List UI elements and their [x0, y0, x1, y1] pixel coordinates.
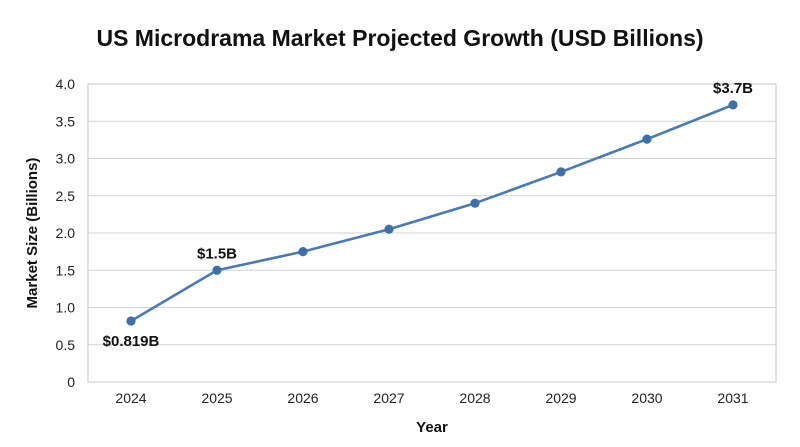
data-point [212, 265, 222, 275]
chart-title: US Microdrama Market Projected Growth (U… [96, 25, 703, 51]
data-point [298, 247, 308, 257]
x-tick-label: 2028 [459, 390, 490, 406]
data-point [728, 100, 738, 110]
series [126, 100, 738, 326]
x-tick-label: 2027 [373, 390, 404, 406]
y-tick-label: 2.5 [56, 188, 76, 204]
data-point [126, 316, 136, 326]
y-tick-label: 1.5 [56, 262, 76, 278]
x-tick-label: 2030 [631, 390, 662, 406]
x-tick-label: 2026 [287, 390, 318, 406]
y-tick-label: 3.0 [56, 151, 76, 167]
data-label: $1.5B [197, 245, 237, 262]
data-point [556, 167, 566, 177]
x-tick-label: 2029 [545, 390, 576, 406]
y-tick-label: 1.0 [56, 300, 76, 316]
series-line [130, 103, 734, 323]
data-label: $3.7B [713, 80, 753, 97]
x-axis-title: Year [416, 419, 448, 436]
gridlines [88, 120, 776, 346]
y-tick-label: 4.0 [56, 76, 76, 92]
data-labels: $0.819B $1.5B $3.7B [103, 80, 754, 350]
x-tick-label: 2024 [115, 390, 146, 406]
y-axis-ticks: 0 0.5 1.0 1.5 2.0 2.5 3.0 3.5 4.0 [56, 76, 76, 390]
y-tick-label: 3.5 [56, 113, 76, 129]
y-tick-label: 0.5 [56, 337, 76, 353]
y-axis-title: Market Size (Billions) [24, 158, 41, 309]
data-point [384, 224, 394, 234]
x-tick-label: 2031 [717, 390, 748, 406]
data-label: $0.819B [103, 333, 160, 350]
plot-frame [87, 83, 777, 383]
x-tick-label: 2025 [201, 390, 232, 406]
x-axis-ticks: 2024 2025 2026 2027 2028 2029 2030 2031 [115, 390, 748, 406]
data-point [470, 198, 480, 208]
data-point [642, 134, 652, 144]
y-tick-label: 2.0 [56, 225, 76, 241]
y-tick-label: 0 [67, 374, 75, 390]
